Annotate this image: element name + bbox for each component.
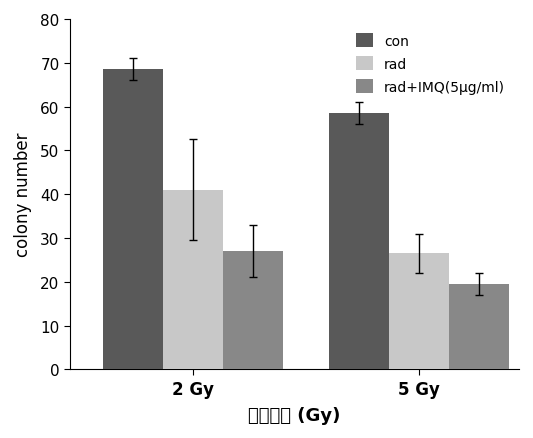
Bar — [163, 190, 223, 370]
Bar — [103, 70, 163, 370]
Bar — [223, 251, 283, 370]
Bar — [449, 284, 509, 370]
Bar — [329, 114, 390, 370]
Legend: con, rad, rad+IMQ(5μg/ml): con, rad, rad+IMQ(5μg/ml) — [350, 27, 512, 102]
Y-axis label: colony number: colony number — [14, 133, 32, 257]
X-axis label: 방사선량 (Gy): 방사선량 (Gy) — [248, 406, 341, 424]
Bar — [390, 254, 449, 370]
